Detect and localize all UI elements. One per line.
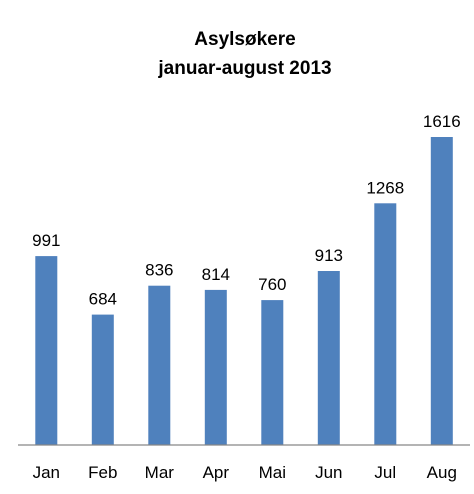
x-tick-label-mai: Mai (259, 463, 286, 482)
chart-title-line-1: Asylsøkere (194, 29, 295, 50)
x-tick-label-jan: Jan (33, 463, 60, 482)
bar-feb (91, 314, 114, 445)
x-tick-label-jun: Jun (315, 463, 342, 482)
bars-group (35, 137, 453, 445)
x-tick-label-mar: Mar (145, 463, 175, 482)
data-label-apr: 814 (202, 265, 230, 284)
bar-jan (35, 256, 58, 445)
x-tick-label-jul: Jul (374, 463, 396, 482)
data-label-aug: 1616 (423, 112, 461, 131)
bar-mai (261, 300, 284, 445)
data-label-mar: 836 (145, 261, 173, 280)
chart-title-line-2: januar-august 2013 (157, 58, 331, 79)
data-label-mai: 760 (258, 275, 286, 294)
bar-jul (374, 203, 397, 445)
bar-apr (204, 289, 227, 445)
data-label-jul: 1268 (366, 178, 404, 197)
x-tick-label-feb: Feb (88, 463, 117, 482)
x-tick-label-apr: Apr (203, 463, 230, 482)
chart-title: Asylsøkere januar-august 2013 (157, 29, 331, 79)
bar-jun (317, 271, 340, 445)
data-label-jun: 913 (315, 246, 343, 265)
data-label-jan: 991 (32, 231, 60, 250)
x-tick-label-aug: Aug (427, 463, 457, 482)
bar-mar (148, 285, 171, 445)
data-labels-group: 991 684 836 814 760 913 1268 1616 (32, 112, 461, 309)
data-label-feb: 684 (89, 290, 117, 309)
bar-aug (430, 137, 453, 445)
x-tick-labels-group: Jan Feb Mar Apr Mai Jun Jul Aug (33, 463, 457, 482)
